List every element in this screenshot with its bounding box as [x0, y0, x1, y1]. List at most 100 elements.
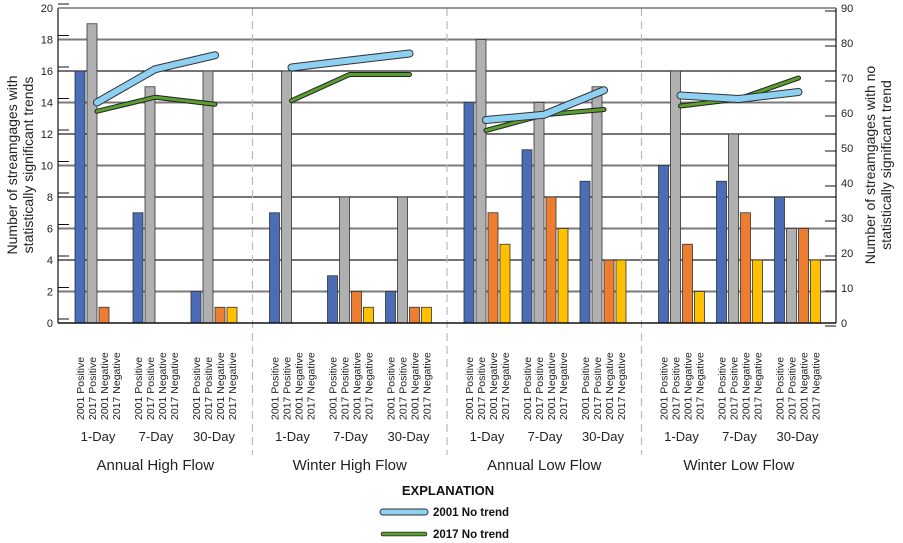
category-label: 2001 Negative — [215, 352, 227, 420]
category-label: 2001 Negative — [352, 352, 364, 420]
bar-2001-positive — [74, 70, 86, 324]
category-label: 2017 Positive — [534, 357, 546, 420]
bar-2017-negative — [810, 259, 821, 324]
category-label: 2001 Positive — [75, 357, 87, 420]
left-tick-label: 12 — [41, 129, 53, 141]
bar-2001-negative — [98, 306, 110, 324]
group-label: Annual Low Flow — [487, 457, 601, 474]
bar-2001-negative — [351, 291, 362, 324]
category-label: 2001 Positive — [191, 357, 203, 420]
duration-label: 1-Day — [275, 429, 310, 444]
duration-label: 1-Day — [81, 429, 116, 444]
bar-2001-negative — [740, 212, 751, 324]
category-label: 2017 Negative — [500, 352, 512, 420]
category-label: 2017 Negative — [616, 352, 628, 420]
left-axis-title-line: Number of streamgages with — [4, 76, 20, 255]
right-axis-title-line: Number of streamgages with no — [862, 66, 878, 265]
right-tick-label: 70 — [841, 73, 853, 85]
bar-2017-positive — [339, 196, 350, 324]
duration-label: 30-Day — [193, 429, 235, 444]
bars — [74, 23, 821, 324]
category-label: 2001 Positive — [522, 357, 534, 420]
group-label: Winter Low Flow — [683, 457, 794, 474]
line-2017-no-trend — [95, 95, 217, 113]
category-label: 2001 Negative — [294, 352, 306, 420]
line-2001-no-trend — [483, 87, 607, 123]
bar-2001-negative — [487, 212, 499, 324]
duration-label: 30-Day — [582, 429, 624, 444]
line-2017-no-trend — [290, 73, 411, 103]
category-label: 2001 Negative — [683, 352, 695, 420]
category-label: 2017 Positive — [398, 357, 410, 420]
left-tick-label: 2 — [47, 287, 53, 299]
bar-2001-positive — [327, 275, 338, 324]
right-tick-label: 90 — [841, 3, 853, 15]
bar-2001-negative — [798, 228, 809, 324]
trend-lines — [93, 49, 803, 133]
right-axis-title: Number of streamgages with nostatistical… — [862, 66, 894, 265]
category-label: 2017 Negative — [227, 352, 239, 420]
category-label: 2017 Positive — [145, 357, 157, 420]
bar-2001-positive — [463, 102, 475, 324]
duration-label: 1-Day — [470, 429, 505, 444]
category-label: 2017 Negative — [306, 352, 318, 420]
axes: 0 2 4 6 8 10 12 14 16 18 20 0 10 20 30 40 50 60 70 80 90 Numb… — [4, 3, 894, 330]
category-label: 2017 Positive — [787, 357, 799, 420]
duration-label: 7-Day — [528, 429, 563, 444]
duration-label: 30-Day — [388, 429, 430, 444]
line-2001-no-trend — [94, 52, 218, 106]
category-label: 2001 Negative — [488, 352, 500, 420]
right-tick-label: 20 — [841, 248, 853, 260]
category-label: 2017 Positive — [476, 357, 488, 420]
bar-2017-positive — [533, 102, 545, 324]
bar-2001-positive — [521, 149, 533, 324]
bar-2001-positive — [269, 212, 280, 324]
left-tick-label: 8 — [47, 192, 53, 204]
duration-label: 30-Day — [777, 429, 819, 444]
category-label: 2001 Negative — [604, 352, 616, 420]
bar-2017-negative — [615, 259, 627, 324]
category-label: 2017 Positive — [87, 357, 99, 420]
line-2001-no-trend — [288, 50, 413, 71]
duration-label: 7-Day — [139, 429, 174, 444]
category-label: 2017 Negative — [422, 352, 434, 420]
left-tick-label: 10 — [41, 161, 53, 173]
bar-2017-positive — [202, 70, 214, 324]
bar-2017-positive — [786, 228, 797, 324]
category-labels: 2001 Positive 2017 Positive 2001 Negative 2… — [75, 352, 823, 474]
bar-2017-negative — [363, 306, 374, 324]
category-label: 2001 Positive — [464, 357, 476, 420]
right-tick-label: 30 — [841, 213, 853, 225]
left-tick-label: 6 — [47, 224, 53, 236]
line-2017-no-trend-outline — [289, 72, 412, 104]
bar-2001-negative — [682, 243, 693, 324]
left-tick-label: 16 — [41, 66, 53, 78]
bar-2001-positive — [579, 180, 591, 324]
category-label: 2017 Negative — [364, 352, 376, 420]
category-label: 2001 Positive — [133, 357, 145, 420]
legend: EXPLANATION 2001 No trend 2017 No trend — [379, 483, 509, 541]
category-label: 2001 Positive — [270, 357, 282, 420]
legend-title: EXPLANATION — [402, 483, 494, 498]
left-axis-title-line: statistically significant trends — [20, 77, 36, 254]
right-tick-label: 80 — [841, 38, 853, 50]
duration-label: 7-Day — [722, 429, 757, 444]
right-tick-label: 60 — [841, 108, 853, 120]
left-tick-label: 0 — [47, 318, 53, 330]
left-tick-label: 14 — [41, 98, 53, 110]
bar-2001-positive — [190, 291, 202, 324]
duration-label: 1-Day — [664, 429, 699, 444]
bar-2017-positive — [728, 133, 739, 324]
category-label: 2001 Positive — [580, 357, 592, 420]
category-label: 2001 Positive — [659, 357, 671, 420]
category-label: 2001 Positive — [328, 357, 340, 420]
left-tick-label: 18 — [41, 35, 53, 47]
duration-label: 7-Day — [333, 429, 368, 444]
bar-2017-positive — [591, 86, 603, 324]
bar-2001-positive — [658, 165, 669, 324]
category-label: 2017 Negative — [695, 352, 707, 420]
legend-label-2017: 2017 No trend — [433, 529, 509, 541]
category-label: 2001 Negative — [546, 352, 558, 420]
bar-2001-negative — [214, 306, 226, 324]
